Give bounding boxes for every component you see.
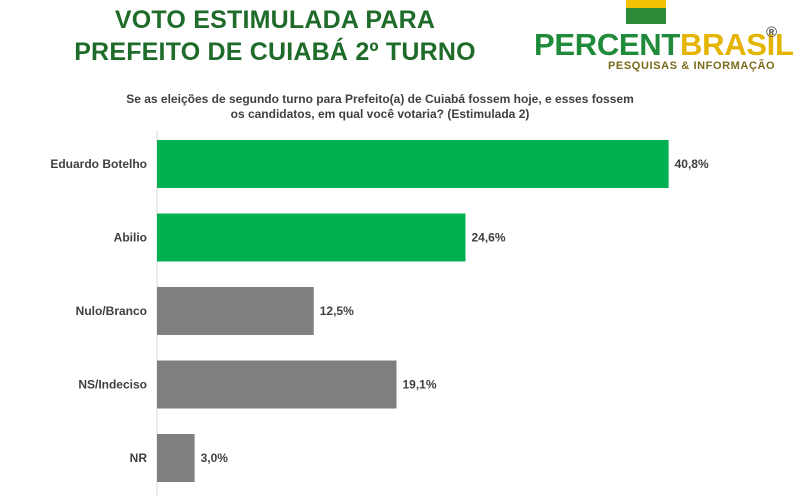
company-logo: PERCENTBRASIL ® PESQUISAS & INFORMAÇÃO xyxy=(534,0,804,80)
logo-wordmark: PERCENTBRASIL xyxy=(534,28,794,62)
category-label: Nulo/Branco xyxy=(76,304,147,318)
category-label: NR xyxy=(130,451,148,465)
chart-title-line-1: VOTO ESTIMULADA PARA xyxy=(114,6,436,34)
survey-question: Se as eleições de segundo turno para Pre… xyxy=(126,92,634,121)
chart-title-line-2: PREFEITO DE CUIABÁ 2º TURNO xyxy=(74,38,476,66)
bar xyxy=(157,434,195,482)
data-label: 3,0% xyxy=(201,451,229,465)
chart-title: VOTO ESTIMULADA PARA PREFEITO DE CUIABÁ … xyxy=(40,4,510,68)
logo-flag-mark xyxy=(626,0,666,24)
bar xyxy=(157,213,466,262)
data-label: 40,8% xyxy=(675,157,709,171)
logo-text-brasil: BRASIL xyxy=(680,27,794,62)
data-label: 24,6% xyxy=(471,231,505,245)
category-label: Abilio xyxy=(114,231,147,245)
bar xyxy=(157,287,314,335)
logo-text-percent: PERCENT xyxy=(534,27,681,62)
data-label: 12,5% xyxy=(320,304,354,318)
category-label: NS/Indeciso xyxy=(78,378,147,392)
category-label: Eduardo Botelho xyxy=(50,157,147,171)
logo-registered-mark: ® xyxy=(766,24,778,41)
bar xyxy=(157,360,397,409)
bar xyxy=(157,140,669,188)
data-label: 19,1% xyxy=(403,378,437,392)
logo-tagline: PESQUISAS & INFORMAÇÃO xyxy=(608,60,776,72)
